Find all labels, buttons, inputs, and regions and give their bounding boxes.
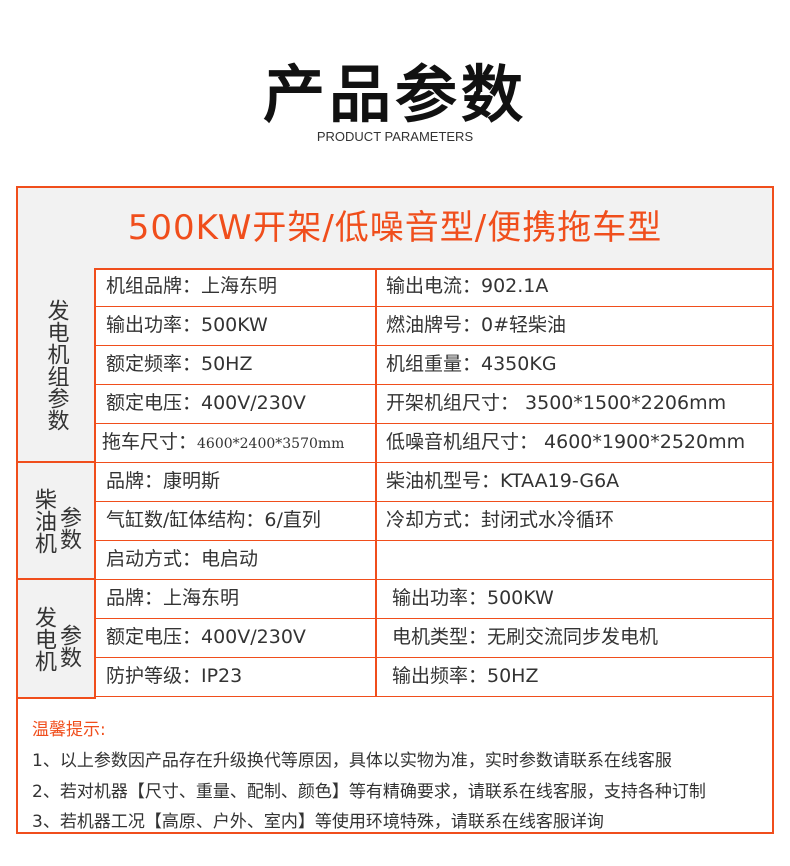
column-divider	[375, 346, 377, 384]
group-label-genset: 发电机组参数	[18, 268, 96, 463]
column-divider	[375, 424, 377, 462]
param-cell: 机组品牌：上海东明	[106, 275, 278, 297]
param-cell: 输出功率：500KW	[392, 587, 554, 609]
param-cell: 防护等级：IP23	[106, 665, 243, 687]
table-row: 拖车尺寸：4600*2400*3570mm 低噪音机组尺寸： 4600*1900*…	[96, 424, 772, 463]
param-cell: 冷却方式：封闭式水冷循环	[386, 509, 615, 531]
column-divider	[375, 385, 377, 423]
table-row: 气缸数/缸体结构：6/直列 冷却方式：封闭式水冷循环	[96, 502, 772, 541]
column-divider	[375, 541, 377, 579]
param-cell: 输出频率：50HZ	[392, 665, 539, 687]
param-value: 4600*2400*3570mm	[197, 436, 345, 452]
param-cell: 气缸数/缸体结构：6/直列	[106, 509, 321, 531]
param-cell: 额定电压：400V/230V	[106, 626, 306, 648]
param-cell: 品牌：康明斯	[106, 470, 221, 492]
param-cell: 电机类型：无刷交流同步发电机	[392, 626, 659, 648]
note-line: 3、若机器工况【高原、户外、室内】等使用环境特殊，请联系在线客服详询	[32, 812, 604, 832]
group-label-engine: 柴油机 参数	[18, 463, 96, 580]
param-cell: 燃油牌号：0#轻柴油	[386, 314, 567, 336]
column-divider	[375, 502, 377, 540]
param-cell: 低噪音机组尺寸： 4600*1900*2520mm	[386, 431, 746, 453]
note-line: 1、以上参数因产品存在升级换代等原因，具体以实物为准，实时参数请联系在线客服	[32, 751, 672, 771]
param-cell: 品牌：上海东明	[106, 587, 240, 609]
param-cell: 开架机组尺寸： 3500*1500*2206mm	[386, 392, 727, 414]
param-cell: 额定频率：50HZ	[106, 353, 253, 375]
column-divider	[375, 307, 377, 345]
table-row: 额定电压：400V/230V 开架机组尺寸： 3500*1500*2206mm	[96, 385, 772, 424]
table-row: 品牌：康明斯 柴油机型号：KTAA19-G6A	[96, 463, 772, 502]
column-divider	[375, 619, 377, 657]
page-title: 产品参数	[262, 58, 527, 131]
param-cell: 额定电压：400V/230V	[106, 392, 306, 414]
spec-table: 500KW开架/低噪音型/便携拖车型 发电机组参数 柴油机 参数 发电机 参数 …	[16, 186, 774, 834]
table-row: 防护等级：IP23 输出频率：50HZ	[96, 658, 772, 697]
table-row: 品牌：上海东明 输出功率：500KW	[96, 580, 772, 619]
column-divider	[375, 268, 377, 306]
column-divider	[375, 463, 377, 501]
table-row: 额定频率：50HZ 机组重量：4350KG	[96, 346, 772, 385]
notes-title: 温馨提示:	[32, 720, 106, 740]
param-cell: 拖车尺寸：4600*2400*3570mm	[102, 424, 344, 462]
table-row: 额定电压：400V/230V 电机类型：无刷交流同步发电机	[96, 619, 772, 658]
table-row: 启动方式：电启动	[96, 541, 772, 580]
param-cell: 启动方式：电启动	[106, 548, 259, 570]
param-cell: 输出电流：902.1A	[386, 275, 549, 297]
note-line: 2、若对机器【尺寸、重量、配制、颜色】等有精确要求，请联系在线客服，支持各种订制	[32, 782, 706, 802]
table-row: 机组品牌：上海东明 输出电流：902.1A	[96, 268, 772, 307]
param-cell: 输出功率：500KW	[106, 314, 268, 336]
param-label: 拖车尺寸：	[102, 431, 198, 453]
group-label-alternator: 发电机 参数	[18, 580, 96, 699]
column-divider	[375, 658, 377, 696]
param-cell: 柴油机型号：KTAA19-G6A	[386, 470, 620, 492]
page-subtitle: PRODUCT PARAMETERS	[316, 129, 474, 144]
table-heading: 500KW开架/低噪音型/便携拖车型	[18, 188, 772, 270]
param-cell: 机组重量：4350KG	[386, 353, 557, 375]
column-divider	[375, 580, 377, 618]
table-row: 输出功率：500KW 燃油牌号：0#轻柴油	[96, 307, 772, 346]
